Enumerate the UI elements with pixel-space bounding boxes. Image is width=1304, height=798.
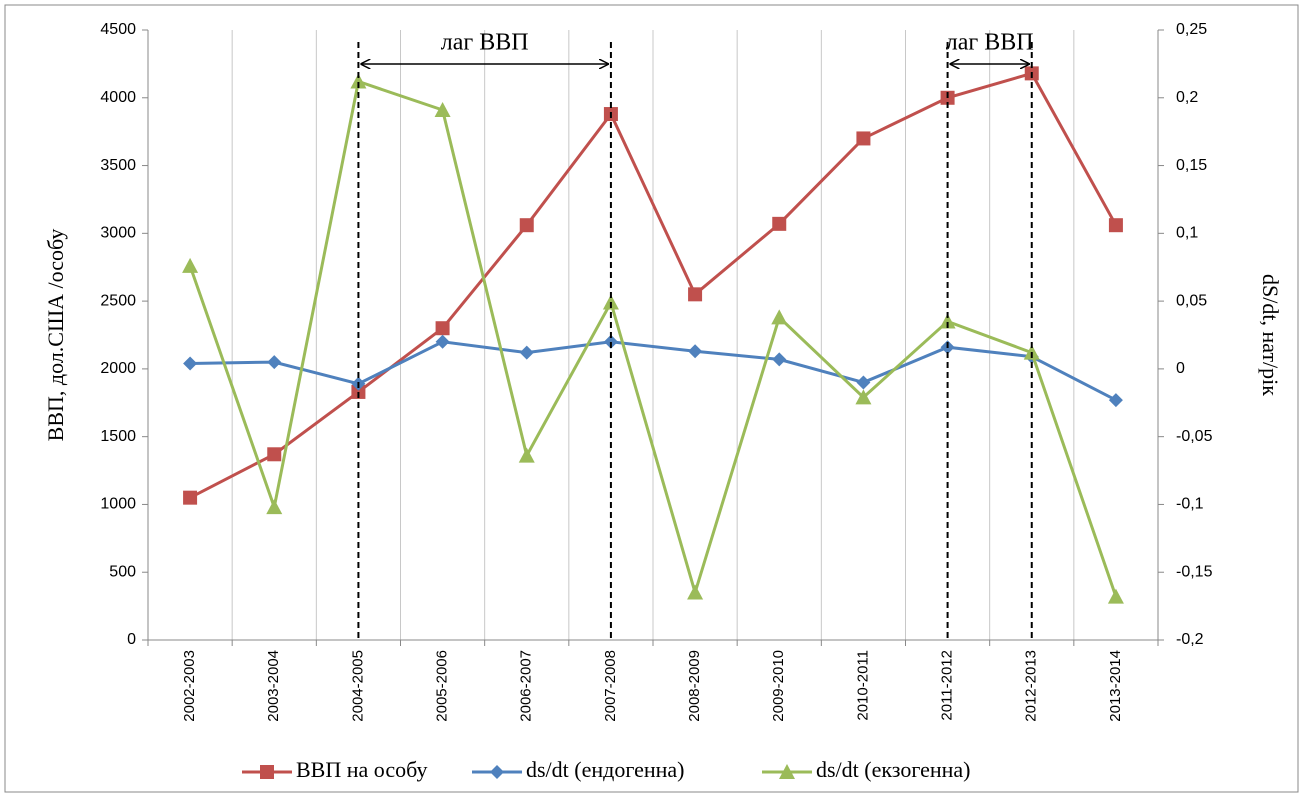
data-point [182,257,199,273]
x-tick-label: 2010-2011 [854,650,871,721]
series-line [189,71,1118,500]
data-point [435,321,450,336]
y-axis-title: ВВП, дол.США /особу [43,229,68,442]
data-point [183,356,198,371]
data-point [602,294,619,310]
y-tick-label: 4000 [100,89,136,106]
data-point [435,334,450,349]
series-line [190,340,1117,402]
y-tick-label: 2500 [100,292,136,309]
y2-tick-label: 0 [1176,360,1185,377]
y2-tick-label: -0,1 [1176,496,1204,513]
annotation: лаг ВВП [441,30,529,56]
legend-label: ВВП на особу [296,757,427,782]
legend-marker [260,765,274,779]
x-tick-label: 2009-2010 [770,650,787,722]
y-tick-label: 1000 [100,496,136,513]
x-tick-label: 2002-2003 [181,650,198,722]
data-point [688,287,703,302]
x-tick-label: 2003-2004 [265,650,282,722]
data-point [266,499,283,515]
x-tick-label: 2005-2006 [434,650,451,722]
y2-tick-label: 0,15 [1176,157,1207,174]
legend-marker [490,765,504,779]
y2-tick-label: -0,05 [1176,428,1213,445]
data-point [350,73,367,89]
chart-frame [4,4,1299,793]
data-point [687,584,704,600]
data-point [351,384,366,399]
data-point [939,313,956,329]
data-point [856,131,871,146]
y-tick-label: 1500 [100,428,136,445]
data-point [1108,218,1123,233]
data-point [183,490,198,505]
data-point [772,352,787,367]
y2-tick-label: 0,25 [1176,21,1207,38]
data-point [603,334,618,349]
y2-tick-label: 0,1 [1176,225,1198,242]
x-tick-label: 2007-2008 [602,650,619,722]
series-line [188,79,1118,598]
x-tick-label: 2011-2012 [939,650,956,721]
data-point [267,355,282,370]
data-point [519,345,534,360]
data-point [688,344,703,359]
y-tick-label: 4500 [100,21,136,38]
y2-tick-label: -0,15 [1176,563,1213,580]
y2-axis-title: dS/dt, нат/рік [1258,274,1283,396]
annotation: лаг ВВП [946,30,1034,56]
data-point [434,101,451,117]
data-point [519,218,534,233]
y2-tick-label: -0,2 [1176,631,1204,648]
x-tick-label: 2012-2013 [1023,650,1040,722]
data-point [855,389,872,405]
y-tick-label: 500 [109,563,136,580]
data-point [771,309,788,325]
x-tick-label: 2004-2005 [349,650,366,722]
legend-label: ds/dt (екзогенна) [816,757,970,782]
data-point [1108,393,1123,408]
data-point [1107,588,1124,604]
y-tick-label: 2000 [100,360,136,377]
x-tick-label: 2008-2009 [686,650,703,722]
x-tick-label: 2013-2014 [1107,650,1124,722]
y-tick-label: 3000 [100,225,136,242]
data-point [772,216,787,231]
data-point [518,447,535,463]
legend-label: ds/dt (ендогенна) [526,757,684,782]
y2-tick-label: 0,05 [1176,292,1207,309]
x-tick-label: 2006-2007 [518,650,535,722]
y2-tick-label: 0,2 [1176,89,1198,106]
y-tick-label: 3500 [100,157,136,174]
legend-marker [779,764,795,779]
data-point [856,375,871,390]
data-point [267,447,282,462]
y-tick-label: 0 [127,631,136,648]
